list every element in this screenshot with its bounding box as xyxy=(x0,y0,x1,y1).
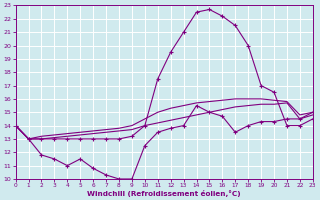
X-axis label: Windchill (Refroidissement éolien,°C): Windchill (Refroidissement éolien,°C) xyxy=(87,190,241,197)
